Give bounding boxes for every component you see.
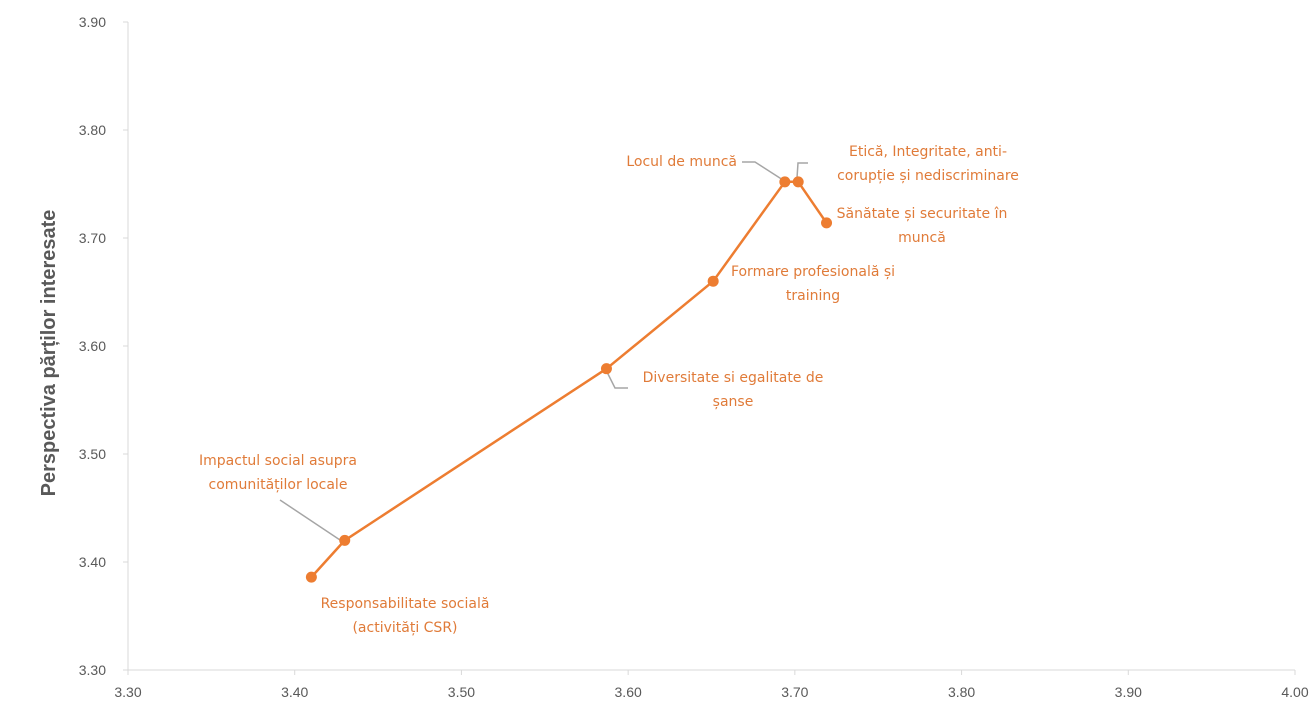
- data-point: [779, 176, 791, 188]
- data-label: (activități CSR): [352, 620, 457, 636]
- x-tick-label: 3.60: [615, 684, 642, 700]
- y-tick-label: 3.80: [79, 122, 106, 138]
- data-labels: Responsabilitate socială (activități CSR)…: [199, 144, 1019, 636]
- data-label: Etică, Integritate, anti-: [849, 144, 1007, 160]
- data-point: [305, 571, 317, 583]
- data-point: [707, 275, 719, 287]
- data-label: muncă: [898, 230, 946, 246]
- data-point: [600, 363, 612, 375]
- leader-lines: [279, 161, 808, 541]
- data-point: [339, 534, 351, 546]
- y-tick-label: 3.70: [79, 230, 106, 246]
- data-label: training: [786, 288, 840, 304]
- x-tick-label: 3.30: [114, 684, 141, 700]
- leader-line: [796, 162, 808, 179]
- data-point: [792, 176, 804, 188]
- x-tick-label: 3.90: [1115, 684, 1142, 700]
- data-label: Sănătate și securitate în: [837, 206, 1008, 222]
- x-tick-label: 3.70: [781, 684, 808, 700]
- data-point: [821, 217, 833, 229]
- axes: 3.30 3.40 3.50 3.60 3.70 3.80 3.90 4.00 3.30 3.40…: [79, 14, 1309, 700]
- x-tick-label: 4.00: [1281, 684, 1308, 700]
- y-tick-label: 3.50: [79, 446, 106, 462]
- data-label: Locul de muncă: [626, 154, 737, 170]
- data-label: Diversitate si egalitate de: [643, 370, 824, 386]
- y-tick-label: 3.60: [79, 338, 106, 354]
- x-tick-label: 3.40: [281, 684, 308, 700]
- data-label: Responsabilitate socială: [321, 596, 490, 612]
- data-label: corupție și nediscriminare: [837, 168, 1019, 184]
- leader-line: [279, 499, 341, 541]
- data-label: șanse: [713, 394, 754, 410]
- leader-line: [742, 161, 784, 181]
- data-label: comunităților locale: [209, 477, 348, 493]
- leader-line: [604, 367, 628, 389]
- y-tick-label: 3.90: [79, 14, 106, 30]
- y-tick-label: 3.40: [79, 554, 106, 570]
- x-tick-label: 3.50: [448, 684, 475, 700]
- y-tick-label: 3.30: [79, 662, 106, 678]
- x-tick-label: 3.80: [948, 684, 975, 700]
- data-label: Formare profesională și: [731, 264, 895, 280]
- y-axis-title: Perspectiva părților interesate: [38, 210, 60, 497]
- data-label: Impactul social asupra: [199, 453, 357, 469]
- series: [305, 176, 833, 583]
